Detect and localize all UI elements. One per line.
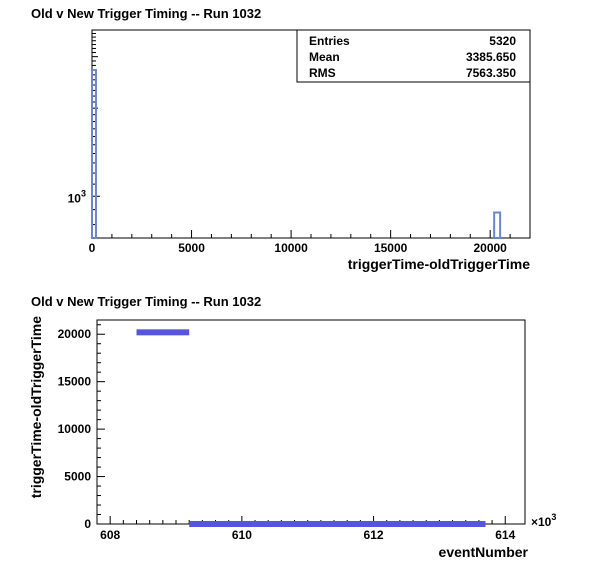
histogram-bar xyxy=(493,211,502,239)
top-chart: 0 5000 10000 15000 20000 103 triggerTime-oldTr… xyxy=(68,29,531,272)
data-points xyxy=(189,521,486,527)
x-tick-label: 20000 xyxy=(473,241,507,255)
bottom-chart-title: Old v New Trigger Timing -- Run 1032 xyxy=(31,294,262,309)
x-tick-label: 10000 xyxy=(274,241,308,255)
stats-value: 3385.650 xyxy=(466,50,516,64)
y-tick-label: 15000 xyxy=(58,375,92,389)
stats-box xyxy=(296,29,531,83)
histogram-bar xyxy=(91,69,97,239)
y-tick-label: 5000 xyxy=(64,470,91,484)
top-chart-title: Old v New Trigger Timing -- Run 1032 xyxy=(31,6,262,21)
stats-value: 5320 xyxy=(489,34,516,48)
y-axis-title: triggerTime-oldTriggerTime xyxy=(28,316,44,499)
x-tick-label: 610 xyxy=(232,528,252,542)
stats-label: Mean xyxy=(309,50,340,64)
x-tick-label: 612 xyxy=(364,528,384,542)
x-tick-label: 0 xyxy=(89,241,96,255)
x-tick-label: 608 xyxy=(100,528,120,542)
x-tick-label: 15000 xyxy=(374,241,408,255)
stats-label: RMS xyxy=(309,66,336,80)
x-axis-title: triggerTime-oldTriggerTime xyxy=(348,256,531,272)
stats-value: 7563.350 xyxy=(466,66,516,80)
y-tick-label: 10000 xyxy=(58,422,92,436)
stats-label: Entries xyxy=(309,34,350,48)
y-tick-label: 20000 xyxy=(58,327,92,341)
bottom-chart: 0 5000 10000 15000 20000 608 610 612 614 ×103even… xyxy=(28,316,556,560)
plot-frame xyxy=(96,319,526,525)
y-tick-label: 0 xyxy=(84,517,91,531)
data-points xyxy=(136,329,190,336)
y-tick-label: 103 xyxy=(68,188,86,205)
x-multiplier: ×103 xyxy=(531,512,556,529)
x-axis-title: eventNumber xyxy=(439,544,529,560)
x-tick-label: 614 xyxy=(495,528,515,542)
x-tick-label: 5000 xyxy=(178,241,205,255)
